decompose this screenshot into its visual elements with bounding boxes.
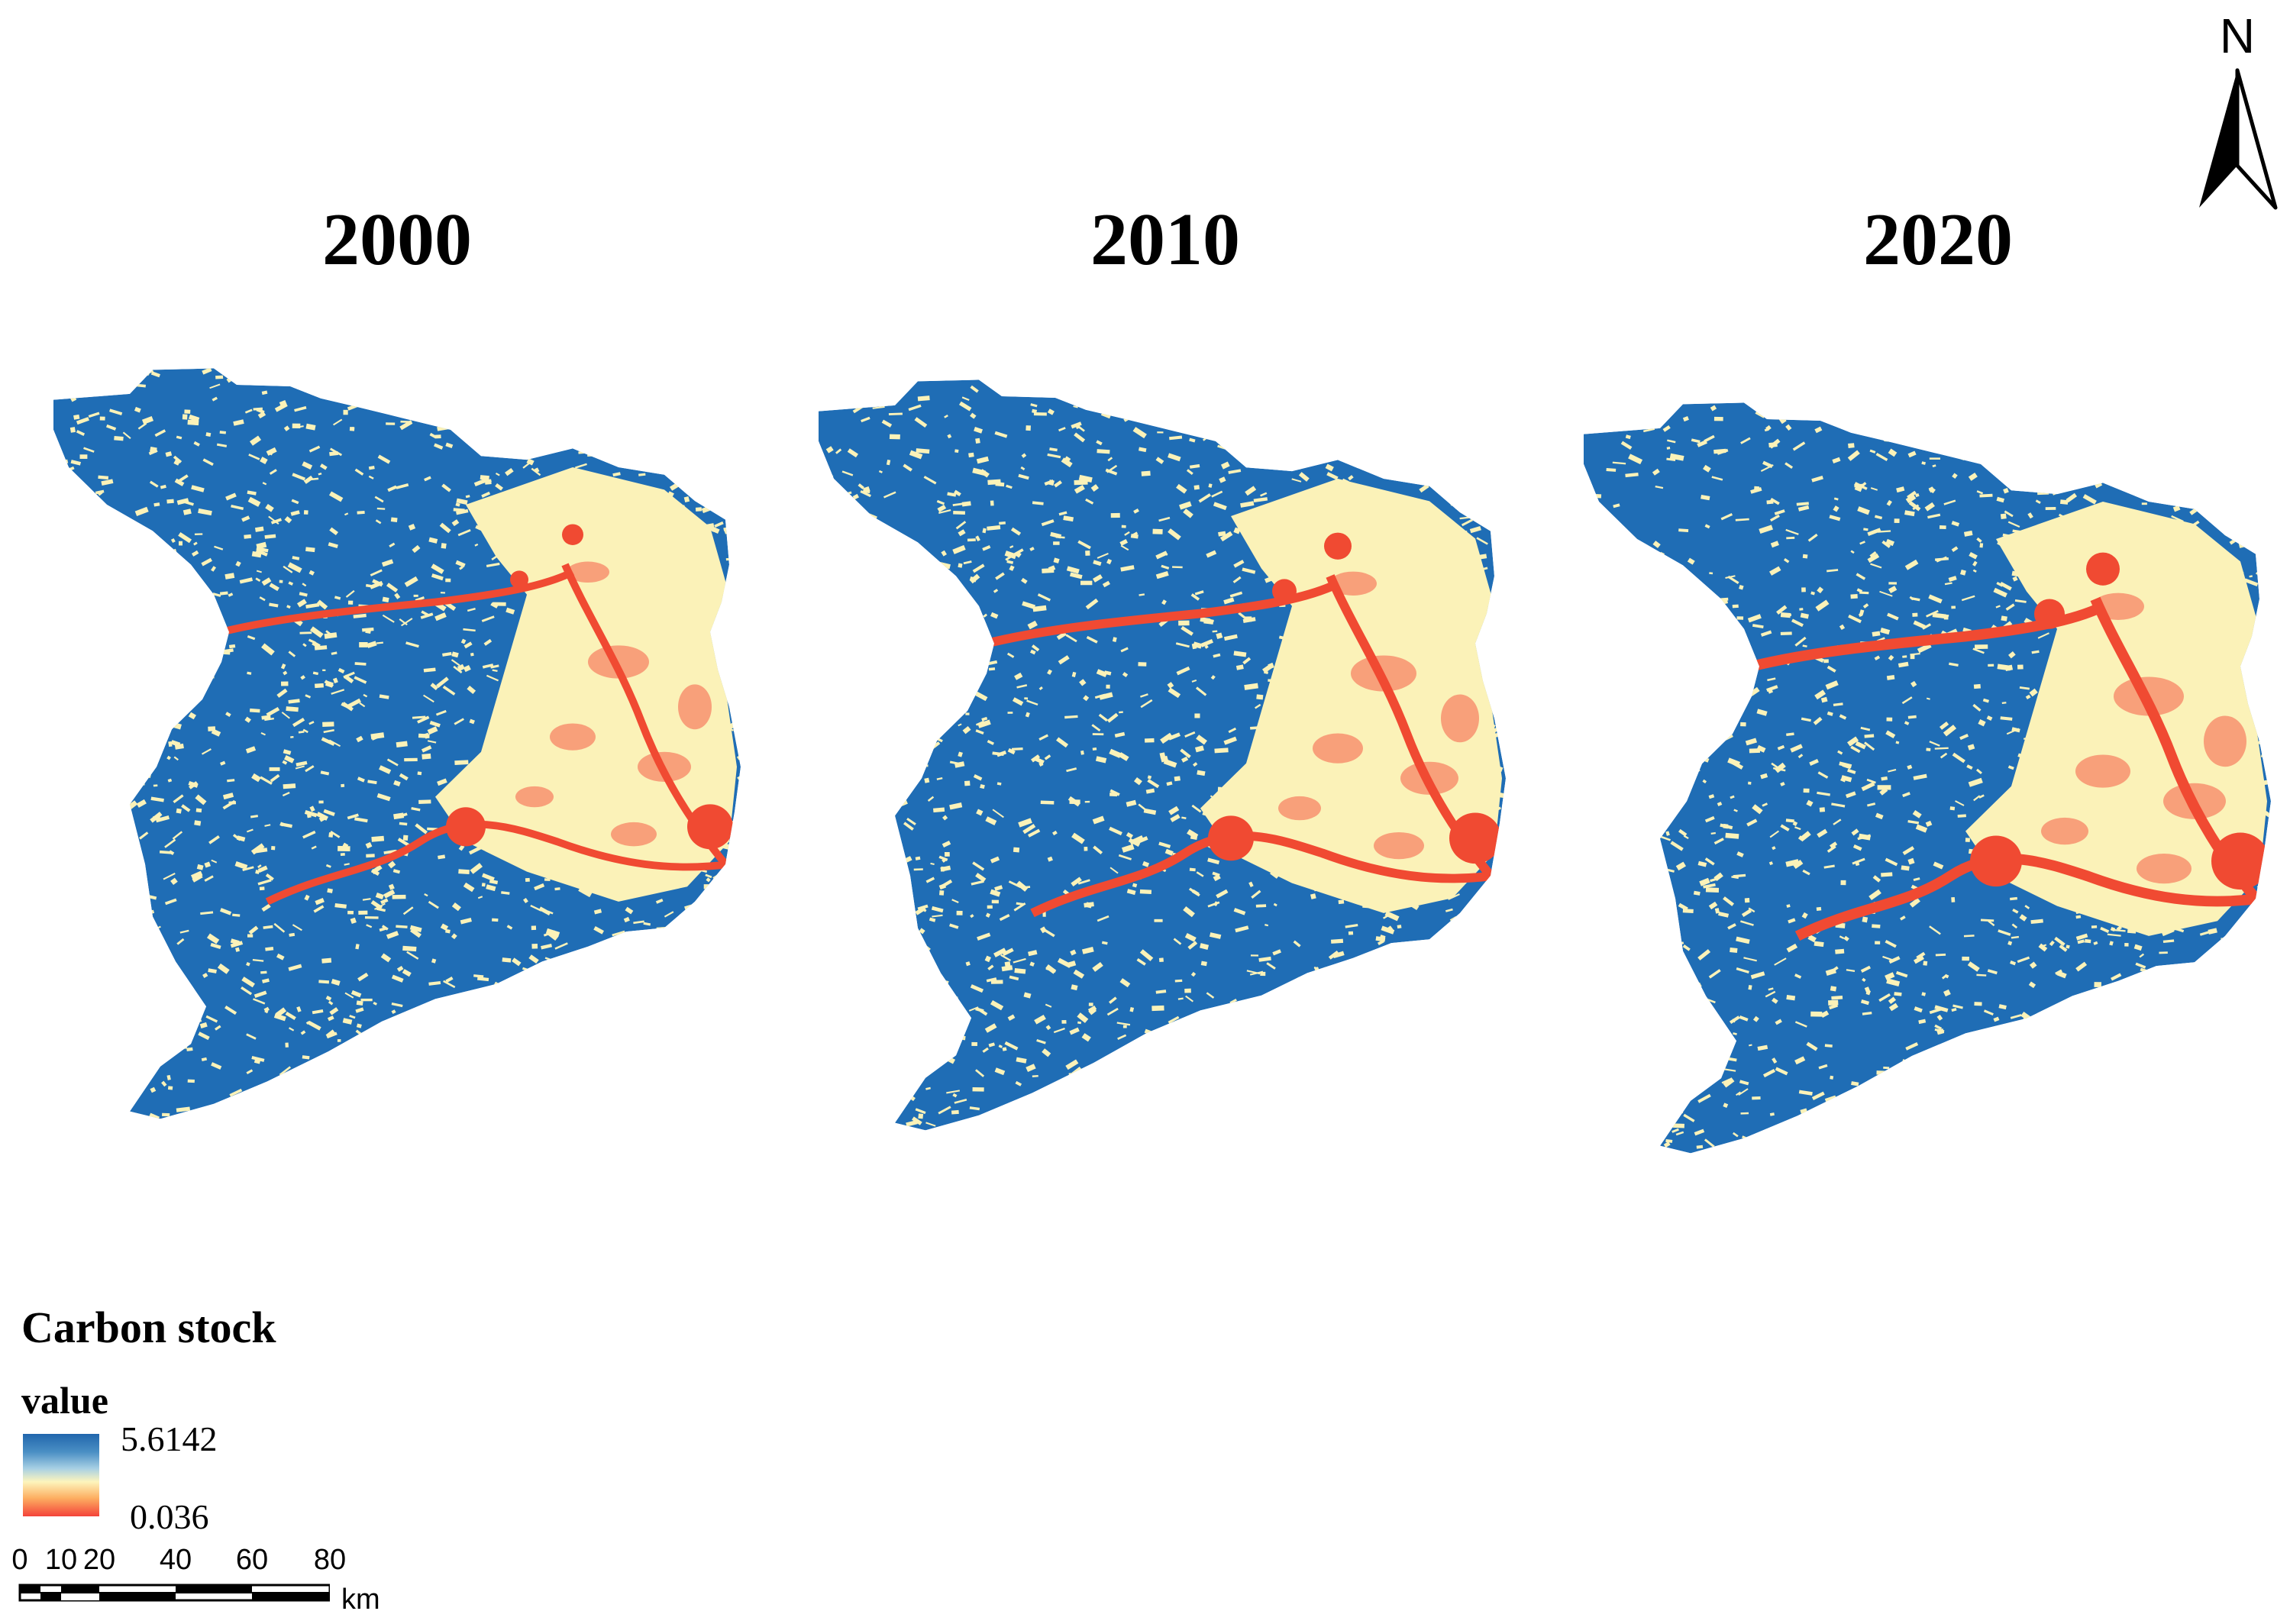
map-panel-2000 xyxy=(38,347,771,1134)
legend-subtitle: value xyxy=(21,1379,108,1422)
north-arrow-icon xyxy=(2199,68,2278,210)
region-map xyxy=(1584,402,2271,1154)
year-title-2010: 2010 xyxy=(1090,199,1240,281)
year-title-2000: 2000 xyxy=(322,199,472,281)
scale-tick-80: 80 xyxy=(313,1544,347,1576)
scale-bar: 0 10 20 40 60 80 km xyxy=(9,1544,406,1620)
scale-unit: km xyxy=(341,1584,380,1616)
scale-tick-20: 20 xyxy=(82,1544,116,1576)
scale-bar-segments xyxy=(18,1584,330,1602)
legend-color-ramp xyxy=(23,1434,99,1516)
map-panel-2010 xyxy=(803,359,1536,1145)
scale-tick-40: 40 xyxy=(159,1544,192,1576)
region-map xyxy=(819,379,1506,1131)
scale-tick-60: 60 xyxy=(235,1544,269,1576)
scale-tick-0: 0 xyxy=(11,1544,28,1576)
scale-tick-10: 10 xyxy=(44,1544,78,1576)
year-title-2020: 2020 xyxy=(1863,199,2013,281)
legend-min-value: 0.036 xyxy=(130,1497,209,1536)
legend-max-value: 5.6142 xyxy=(121,1419,218,1458)
legend-title: Carbon stock xyxy=(21,1303,276,1352)
map-panel-2020 xyxy=(1568,382,2290,1168)
region-map xyxy=(53,368,741,1119)
north-label: N xyxy=(2219,8,2256,63)
